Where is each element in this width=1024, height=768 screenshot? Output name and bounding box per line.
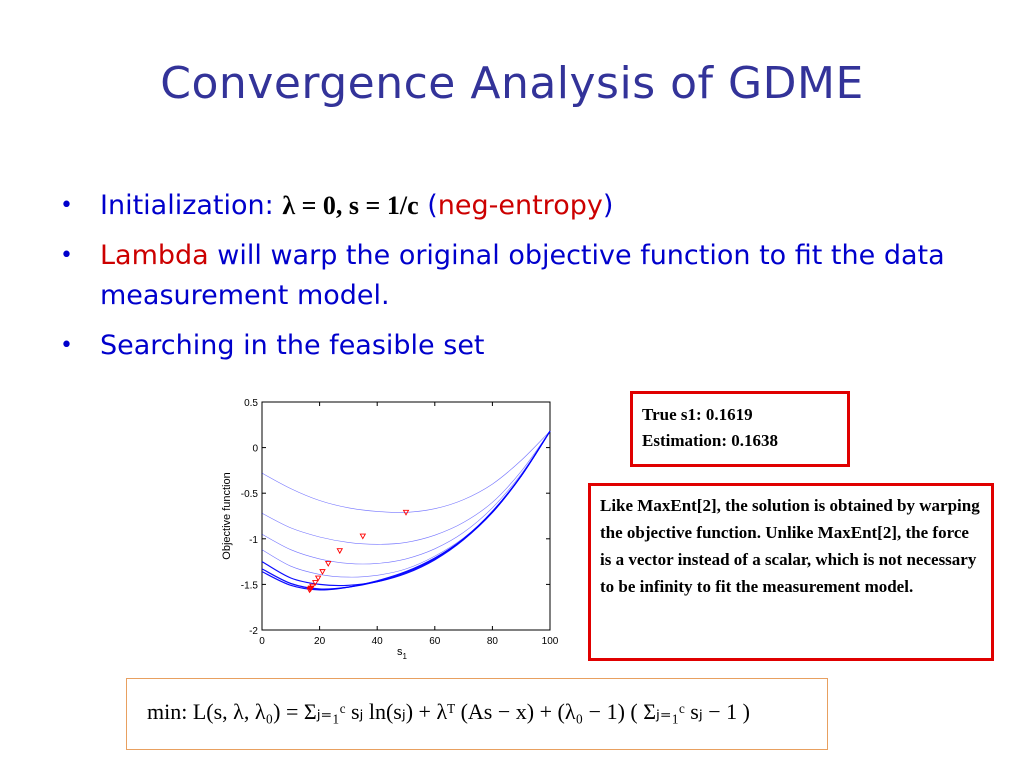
- estimate-marker: [324, 560, 332, 567]
- x-tick-label: 20: [314, 636, 326, 647]
- estimate-marker: [312, 580, 319, 587]
- slide-title: Convergence Analysis of GDME: [160, 58, 864, 109]
- init-math: λ = 0, s = 1/c: [282, 191, 419, 220]
- estimation-text: Estimation: 0.1638: [642, 431, 778, 450]
- estimate-marker: [402, 509, 410, 516]
- neg-entropy-text: neg-entropy: [437, 190, 603, 221]
- estimate-marker: [314, 575, 322, 582]
- estimate-marker: [336, 548, 344, 555]
- series-curve: [261, 430, 551, 513]
- y-tick-label: -2: [249, 626, 258, 637]
- bullet-list: • Initialization: λ = 0, s = 1/c (neg-en…: [60, 186, 990, 376]
- y-axis-label: Objective function: [221, 472, 233, 559]
- y-tick-label: 0: [252, 444, 258, 455]
- paren-close: ): [602, 190, 614, 221]
- objective-formula: min: L(s, λ, λ₀) = Σⱼ₌₁ᶜ sⱼ ln(sⱼ) + λᵀ …: [126, 678, 828, 750]
- y-tick-label: 0.5: [244, 398, 258, 409]
- markers-group: [306, 509, 410, 594]
- estimate-marker: [359, 533, 367, 540]
- y-tick-label: -0.5: [241, 489, 259, 500]
- note-text: Like MaxEnt[2], the solution is obtained…: [600, 496, 980, 596]
- bullet-text: Searching in the feasible set: [100, 330, 485, 361]
- x-tick-label: 0: [259, 636, 265, 647]
- bullet-prefix: Initialization:: [100, 190, 274, 221]
- y-ticks: 0.5 0 -0.5 -1 -1.5 -2: [241, 398, 550, 637]
- estimate-marker: [319, 569, 326, 576]
- estimate-marker: [306, 587, 313, 594]
- y-tick-label: -1.5: [241, 580, 259, 591]
- note-box: Like MaxEnt[2], the solution is obtained…: [588, 483, 994, 661]
- x-tick-label: 40: [372, 636, 384, 647]
- bullet-dot: •: [60, 193, 73, 218]
- y-tick-label: -1: [249, 535, 258, 546]
- chart-svg: 0 20 40 60 80 100 0.5 0 -0.5 -1 -1.5 -2 s1 Objecti…: [221, 398, 559, 661]
- x-ticks: 0 20 40 60 80 100: [259, 402, 559, 647]
- lambda-text: Lambda: [100, 240, 209, 271]
- bullet-dot: •: [60, 333, 73, 358]
- x-tick-label: 60: [429, 636, 441, 647]
- x-tick-label: 80: [487, 636, 499, 647]
- bullet-text: will warp the original objective functio…: [100, 240, 945, 311]
- objective-function-chart: 0 20 40 60 80 100 0.5 0 -0.5 -1 -1.5 -2 s1 Objecti…: [210, 390, 570, 670]
- series-curve: [261, 431, 551, 545]
- true-s1-text: True s1: 0.1619: [642, 405, 753, 424]
- plot-frame: [261, 401, 551, 631]
- x-axis-label: s1: [397, 646, 408, 661]
- paren-open: (: [418, 190, 438, 221]
- result-box: True s1: 0.1619 Estimation: 0.1638: [630, 391, 850, 467]
- bullet-lambda: • Lambda will warp the original objectiv…: [60, 236, 990, 316]
- x-tick-label: 100: [542, 636, 559, 647]
- formula-text: min: L(s, λ, λ₀) = Σⱼ₌₁ᶜ sⱼ ln(sⱼ) + λᵀ …: [147, 699, 750, 724]
- bullet-dot: •: [60, 243, 73, 268]
- bullet-initialization: • Initialization: λ = 0, s = 1/c (neg-en…: [60, 186, 990, 226]
- bullet-searching: • Searching in the feasible set: [60, 326, 990, 366]
- series-curve: [261, 431, 551, 565]
